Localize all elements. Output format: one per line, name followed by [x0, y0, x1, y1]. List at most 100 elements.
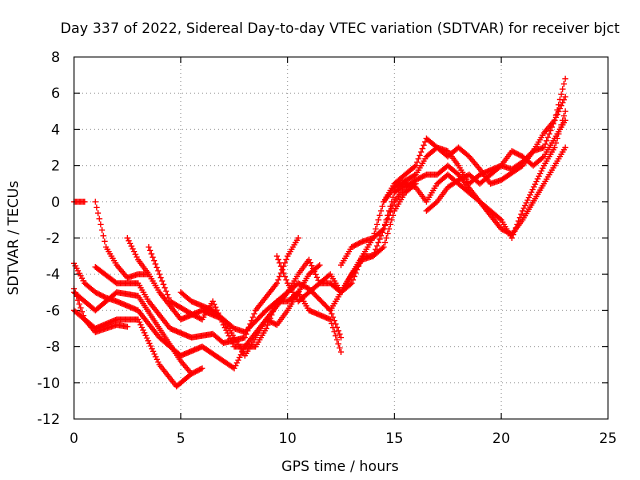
data-point — [264, 322, 271, 329]
data-point — [370, 235, 377, 241]
data-point — [76, 301, 83, 308]
data-point — [546, 130, 553, 137]
data-point — [375, 216, 382, 223]
data-point — [380, 225, 387, 232]
data-point — [462, 173, 469, 180]
y-tick-label: -10 — [37, 376, 60, 392]
data-point — [420, 173, 427, 180]
data-point — [382, 221, 389, 228]
y-tick-label: 2 — [51, 159, 60, 175]
data-point — [412, 162, 419, 169]
data-point — [525, 194, 532, 201]
data-point — [378, 207, 385, 214]
data-point — [520, 205, 527, 212]
data-point — [533, 178, 540, 185]
data-point — [558, 102, 565, 109]
grid-lines — [74, 57, 608, 419]
data-point — [515, 218, 522, 225]
data-point — [555, 108, 562, 115]
data-point — [163, 288, 170, 295]
data-point — [305, 256, 312, 263]
data-point — [332, 332, 339, 339]
data-point — [418, 149, 425, 156]
data-point — [196, 315, 203, 322]
data-point — [414, 176, 421, 183]
data-point — [390, 194, 397, 201]
data-point — [227, 335, 234, 342]
data-point — [335, 340, 342, 347]
data-point — [560, 112, 567, 119]
data-point — [371, 230, 378, 237]
data-point — [160, 281, 167, 288]
y-tick-label: -2 — [46, 231, 60, 247]
data-point — [527, 191, 534, 198]
data-point — [458, 175, 465, 182]
series-6 — [92, 198, 152, 281]
data-point — [539, 154, 546, 161]
data-point — [96, 215, 103, 222]
y-tick-label: 4 — [51, 122, 60, 138]
data-point — [524, 153, 531, 160]
data-point — [188, 311, 195, 318]
data-point — [280, 270, 287, 277]
data-point — [249, 314, 256, 321]
data-point — [127, 240, 134, 247]
data-point — [558, 91, 565, 98]
data-point — [508, 148, 515, 155]
data-point — [535, 173, 542, 180]
data-point — [93, 204, 100, 211]
data-point — [140, 327, 147, 334]
data-point — [251, 310, 258, 317]
data-point — [348, 280, 355, 287]
data-point — [526, 152, 533, 159]
data-point — [156, 271, 163, 278]
data-point — [265, 318, 272, 325]
data-point — [308, 262, 315, 269]
data-point — [228, 338, 235, 345]
data-point — [145, 337, 152, 344]
data-point — [232, 362, 239, 369]
data-point — [562, 117, 569, 124]
data-point — [348, 244, 355, 251]
data-point — [236, 354, 243, 361]
data-point — [416, 175, 423, 182]
series-15 — [423, 93, 569, 214]
data-point — [523, 154, 530, 161]
x-tick-label: 10 — [279, 431, 297, 447]
data-point — [552, 114, 559, 121]
data-point — [275, 276, 282, 283]
data-point — [554, 111, 561, 118]
data-point — [555, 101, 562, 108]
data-point — [372, 225, 379, 232]
data-point — [551, 117, 558, 124]
data-point — [211, 301, 218, 308]
data-point — [133, 254, 140, 261]
data-point — [145, 244, 152, 251]
data-point — [146, 340, 153, 347]
series-5 — [71, 307, 206, 390]
data-point — [295, 280, 302, 287]
data-point — [559, 99, 566, 106]
data-point — [390, 202, 397, 209]
data-point — [551, 144, 558, 151]
data-point — [92, 289, 99, 296]
x-tick-label: 0 — [70, 431, 79, 447]
data-point — [415, 175, 422, 182]
data-point — [534, 175, 541, 182]
data-point — [281, 259, 288, 266]
data-point — [422, 172, 429, 179]
data-point — [420, 142, 427, 149]
data-point — [328, 310, 335, 317]
data-point — [224, 330, 231, 337]
data-point — [556, 105, 563, 112]
data-point — [161, 284, 168, 291]
data-point — [197, 365, 204, 372]
data-point — [355, 240, 362, 247]
data-point — [81, 198, 88, 205]
series-7 — [92, 235, 302, 346]
data-point — [95, 290, 102, 297]
data-point — [195, 367, 202, 374]
data-point — [375, 239, 382, 246]
data-point — [269, 308, 276, 315]
data-point — [498, 225, 505, 232]
